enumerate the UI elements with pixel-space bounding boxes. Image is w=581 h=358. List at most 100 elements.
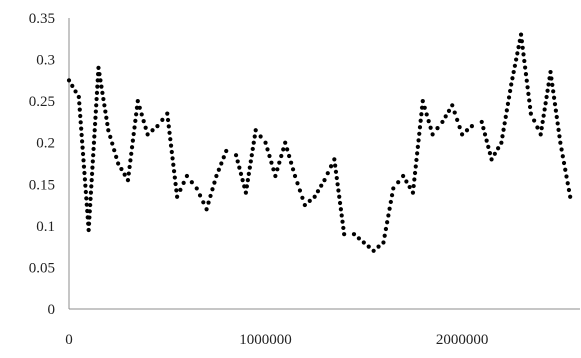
- line-dot: [89, 184, 94, 189]
- data-point: [214, 173, 219, 179]
- line-dot: [334, 175, 339, 181]
- line-dot: [79, 126, 84, 131]
- line-dot: [484, 138, 489, 143]
- line-dot: [277, 160, 282, 165]
- data-point: [361, 240, 366, 245]
- data-point: [283, 140, 288, 145]
- line-dot: [527, 98, 532, 103]
- line-dot: [87, 209, 92, 214]
- line-dot: [119, 166, 124, 172]
- line-dot: [481, 126, 486, 131]
- line-dot: [514, 57, 519, 62]
- line-dot: [81, 158, 86, 163]
- line-dot: [555, 121, 560, 126]
- line-dot: [452, 110, 457, 115]
- line-dot: [388, 199, 393, 205]
- line-dot: [287, 153, 292, 159]
- line-dot: [524, 78, 529, 83]
- data-point: [450, 103, 455, 108]
- line-dot: [240, 178, 245, 183]
- line-dot: [338, 207, 343, 212]
- line-dot: [505, 101, 511, 107]
- line-dot: [78, 120, 83, 125]
- line-dot: [520, 45, 525, 50]
- line-dot: [551, 89, 556, 94]
- y-tick-label: 0.15: [29, 177, 55, 193]
- line-dot: [435, 126, 440, 131]
- y-tick-label: 0.05: [29, 260, 55, 276]
- line-dot: [172, 175, 177, 180]
- line-dot: [173, 181, 178, 187]
- line-dot: [88, 202, 93, 208]
- line-dot: [91, 140, 97, 145]
- line-dot: [95, 84, 100, 89]
- line-dot: [139, 112, 144, 117]
- data-point: [499, 140, 504, 145]
- line-dot: [382, 233, 387, 238]
- line-dot: [160, 117, 165, 122]
- line-dot: [522, 58, 527, 64]
- data-point: [410, 190, 416, 195]
- line-dot: [246, 171, 251, 176]
- line-dot: [510, 76, 515, 81]
- data-point: [528, 111, 533, 116]
- line-dot: [104, 115, 109, 120]
- y-tick-label: 0.1: [36, 219, 55, 235]
- line-dot: [208, 193, 213, 199]
- line-dot: [525, 85, 530, 90]
- line-dot: [212, 180, 217, 185]
- line-dot: [88, 196, 93, 201]
- line-dot: [542, 107, 547, 112]
- y-tick-label: 0.3: [36, 53, 55, 69]
- line-dot: [500, 134, 505, 139]
- line-dot: [546, 82, 551, 87]
- data-point: [391, 186, 396, 191]
- y-tick-label: 0.25: [29, 94, 55, 110]
- line-dot: [307, 198, 312, 204]
- line-dot: [92, 121, 98, 127]
- data-point: [469, 123, 474, 129]
- x-tick-label: 2000000: [436, 332, 489, 348]
- line-dot: [244, 184, 249, 189]
- line-dot: [101, 96, 106, 102]
- data-point: [233, 153, 239, 158]
- line-dot: [337, 200, 343, 206]
- line-dot: [288, 160, 294, 165]
- line-dot: [557, 134, 562, 139]
- line-dot: [487, 151, 493, 156]
- line-dot: [91, 146, 96, 152]
- line-dot: [248, 159, 253, 164]
- line-dot: [80, 151, 86, 157]
- line-dot: [112, 148, 117, 153]
- line-dot: [328, 164, 334, 169]
- line-dot: [169, 149, 174, 155]
- data-point: [430, 132, 435, 137]
- line-dot: [549, 76, 554, 81]
- line-dot: [114, 154, 119, 159]
- line-dot: [91, 153, 96, 158]
- line-dot: [446, 108, 452, 113]
- data-point: [381, 240, 386, 245]
- data-point: [420, 99, 425, 104]
- line-dot: [93, 115, 98, 120]
- line-dot: [78, 113, 83, 119]
- line-dot: [103, 109, 108, 114]
- line-dot: [129, 151, 134, 156]
- line-dot: [80, 145, 85, 150]
- line-dot: [516, 45, 521, 50]
- data-point: [558, 140, 563, 145]
- line-dot: [94, 103, 99, 108]
- line-dot: [389, 193, 395, 198]
- line-dot: [532, 118, 537, 123]
- line-dot: [238, 171, 244, 176]
- data-point: [479, 119, 484, 125]
- line-dot: [566, 187, 572, 193]
- line-dot: [503, 114, 508, 119]
- line-dot: [424, 112, 429, 117]
- line-dot: [201, 200, 206, 205]
- data-point: [489, 157, 494, 162]
- line-dot: [556, 127, 561, 132]
- line-dot: [126, 171, 131, 176]
- line-dot: [83, 189, 88, 195]
- data-point: [538, 132, 543, 137]
